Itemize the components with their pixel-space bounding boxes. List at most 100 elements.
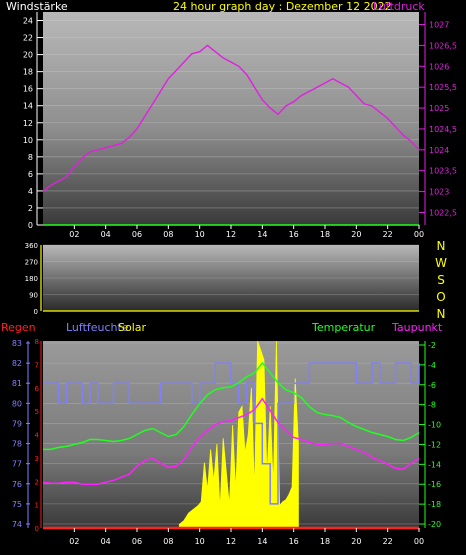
top-x-tick-label: 02 (69, 230, 79, 239)
top-right-tick-label: 1027 (429, 21, 449, 30)
bottom-x-tick-label: 14 (257, 537, 267, 546)
temperature-tick-label: -10 (428, 421, 441, 430)
top-x-tick-label: 10 (195, 230, 205, 239)
top-x-tick-label: 16 (289, 230, 299, 239)
top-left-tick-label: 24 (23, 17, 33, 26)
dewpoint-series-line (42, 397, 420, 485)
top-right-tick-label: 1026 (429, 62, 449, 71)
rain-tick-label: 2 (35, 478, 39, 486)
top-left-tick-label: 6 (28, 170, 33, 179)
top-x-tick-label: 08 (163, 230, 173, 239)
top-x-tick-label: 12 (226, 230, 236, 239)
bottom-x-tick-label: 22 (383, 537, 393, 546)
temperature-tick-label: -8 (428, 401, 436, 410)
taupunkt-axis-title: Taupunkt (392, 321, 443, 334)
rain-tick-label: 6 (35, 385, 40, 393)
regen-axis-title: Regen (1, 321, 36, 334)
top-x-tick-label: 06 (132, 230, 142, 239)
middle-plot-area (43, 245, 419, 311)
top-left-tick-label: 8 (28, 153, 33, 162)
top-left-tick-label: 22 (23, 34, 33, 43)
top-right-tick-label: 1024 (429, 146, 449, 155)
compass-n-bottom: N (436, 307, 446, 321)
bottom-x-tick-label: 20 (351, 537, 361, 546)
temperature-tick-label: -12 (428, 440, 441, 449)
temperature-tick-label: -20 (428, 520, 441, 529)
bottom-x-tick-label: 08 (163, 537, 173, 546)
compass-o: O (436, 290, 446, 304)
humidity-tick-label: 78 (12, 440, 22, 449)
rain-tick-label: 0 (35, 525, 39, 533)
top-x-tick-label: 00 (414, 230, 424, 239)
rain-tick-label: 3 (35, 455, 39, 463)
top-right-tick-label: 1022,5 (429, 208, 457, 217)
top-left-tick-label: 12 (23, 119, 33, 128)
top-x-tick-label: 20 (351, 230, 361, 239)
top-right-tick-label: 1026,5 (429, 41, 457, 50)
bottom-x-tick-label: 12 (226, 537, 236, 546)
rain-tick-label: 8 (35, 338, 39, 346)
top-right-tick-label: 1025,5 (429, 83, 457, 92)
top-plot-area (43, 12, 419, 225)
bottom-x-tick-label: 10 (195, 537, 205, 546)
compass-s: S (437, 273, 445, 287)
bottom-x-tick-label: 06 (132, 537, 142, 546)
compass-w: W (435, 256, 447, 270)
humidity-tick-label: 75 (12, 500, 22, 509)
top-right-tick-label: 1023 (429, 188, 449, 197)
pressure-series-line (42, 44, 420, 193)
top-left-tick-label: 2 (28, 204, 33, 213)
pressure-axis-title: Luftdruck (373, 0, 425, 13)
humidity-tick-label: 76 (12, 480, 22, 489)
top-left-tick-label: 16 (23, 85, 33, 94)
humidity-tick-label: 82 (12, 359, 22, 368)
humidity-tick-label: 80 (12, 399, 22, 408)
humidity-tick-label: 81 (12, 379, 22, 388)
top-x-tick-label: 04 (101, 230, 111, 239)
temperature-tick-label: -6 (428, 381, 436, 390)
luftfeuchte-axis-title: Luftfeuchte (66, 321, 129, 334)
humidity-tick-label: 83 (12, 339, 22, 348)
top-left-tick-label: 4 (28, 187, 33, 196)
top-left-tick-label: 0 (28, 221, 33, 230)
top-x-tick-label: 22 (383, 230, 393, 239)
solar-area (178, 340, 299, 529)
temperature-tick-label: -14 (428, 460, 441, 469)
middle-tick-label: 180 (25, 275, 38, 283)
bottom-x-tick-label: 04 (101, 537, 111, 546)
compass-labels: N W S O N (434, 238, 448, 323)
top-right-tick-label: 1023,5 (429, 167, 457, 176)
top-x-tick-label: 14 (257, 230, 267, 239)
top-left-tick-label: 18 (23, 68, 33, 77)
rain-tick-label: 7 (35, 361, 39, 369)
temperatur-axis-title: Temperatur (312, 321, 376, 334)
humidity-tick-label: 79 (12, 419, 22, 428)
compass-n-top: N (436, 239, 446, 253)
bottom-x-tick-label: 18 (320, 537, 330, 546)
top-right-tick-label: 1024,5 (429, 125, 457, 134)
bottom-x-tick-label: 02 (69, 537, 79, 546)
top-left-tick-label: 14 (23, 102, 33, 111)
rain-tick-label: 1 (35, 502, 39, 510)
bottom-x-tick-label: 00 (414, 537, 424, 546)
top-left-tick-label: 10 (23, 136, 33, 145)
rain-tick-label: 4 (35, 432, 40, 440)
middle-tick-label: 360 (25, 242, 38, 250)
humidity-tick-label: 77 (12, 460, 22, 469)
wind-axis-title: Windstärke (6, 0, 68, 13)
middle-tick-label: 270 (25, 259, 38, 267)
top-left-tick-label: 20 (23, 51, 33, 60)
humidity-tick-label: 74 (12, 520, 22, 529)
temperature-tick-label: -18 (428, 500, 441, 509)
middle-tick-label: 0 (34, 308, 38, 316)
rain-tick-label: 5 (35, 408, 39, 416)
solar-legend: Solar (118, 321, 147, 334)
top-right-tick-label: 1025 (429, 104, 449, 113)
temperature-tick-label: -4 (428, 361, 436, 370)
chart-title: 24 hour graph day : Dezember 12 2022 (173, 0, 392, 13)
temperature-series-line (43, 361, 420, 451)
middle-tick-label: 90 (29, 292, 38, 300)
bottom-x-tick-label: 16 (289, 537, 299, 546)
temperature-tick-label: -2 (428, 341, 436, 350)
